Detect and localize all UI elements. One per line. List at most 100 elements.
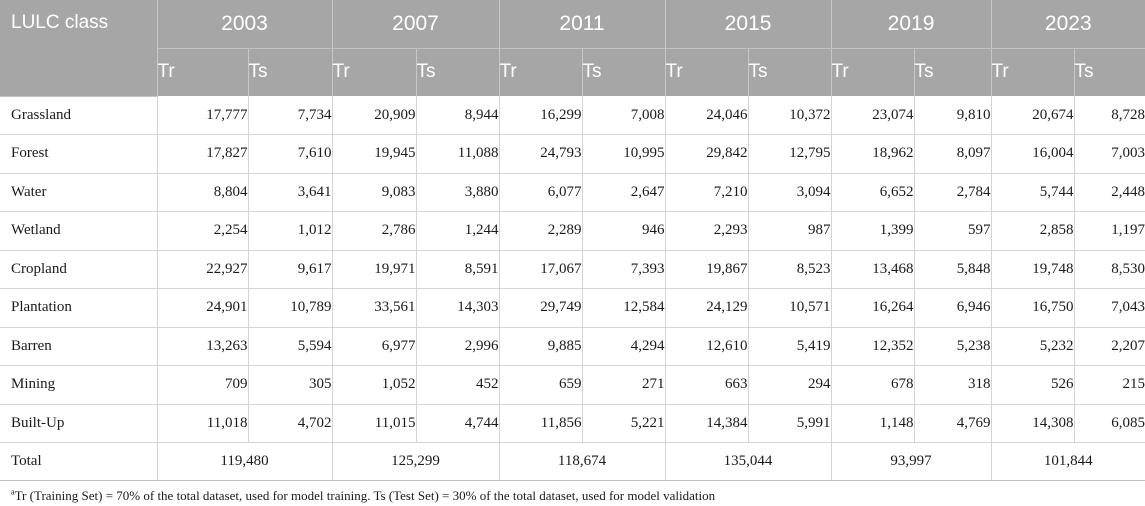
ts-header: Ts [582,48,666,96]
ts-value-cell: 6,085 [1074,404,1145,443]
ts-value-cell: 8,530 [1074,250,1145,289]
tr-value-cell: 16,299 [499,96,583,135]
ts-value-cell: 7,003 [1074,134,1145,174]
ts-value-cell: 4,744 [416,404,500,443]
tr-value-cell: 659 [499,365,583,405]
ts-value-cell: 7,610 [248,134,333,174]
tr-value-cell: 663 [665,365,749,405]
ts-value-cell: 5,991 [748,404,832,443]
ts-value-cell: 8,944 [416,96,500,135]
lulc-class-cell: Grassland [0,96,158,135]
tr-header: Tr [157,48,249,96]
ts-header: Ts [416,48,500,96]
total-label: Total [0,442,158,481]
ts-value-cell: 9,617 [248,250,333,289]
ts-header: Ts [748,48,832,96]
footnote: aTr (Training Set) = 70% of the total da… [11,488,715,504]
lulc-sample-table: LULC class 2003 2007 2011 2015 2019 2023… [0,0,1145,481]
ts-value-cell: 8,591 [416,250,500,289]
ts-value-cell: 2,647 [582,173,666,212]
year-header-2003: 2003 [157,0,333,49]
ts-value-cell: 452 [416,365,500,405]
table-row: Mining 709 305 1,052 452 659 271 663 294 678 318 52… [0,365,1145,405]
tr-value-cell: 2,254 [157,211,249,251]
tr-value-cell: 24,793 [499,134,583,174]
ts-value-cell: 7,734 [248,96,333,135]
tr-value-cell: 6,077 [499,173,583,212]
ts-value-cell: 4,702 [248,404,333,443]
ts-value-cell: 1,012 [248,211,333,251]
tr-value-cell: 2,289 [499,211,583,251]
ts-value-cell: 5,238 [914,327,992,366]
tr-value-cell: 16,750 [991,288,1075,328]
tr-value-cell: 19,971 [332,250,417,289]
ts-value-cell: 2,207 [1074,327,1145,366]
tr-value-cell: 19,867 [665,250,749,289]
tr-value-cell: 6,652 [831,173,915,212]
lulc-class-header: LULC class [0,0,158,97]
tr-value-cell: 20,674 [991,96,1075,135]
total-cell: 135,044 [665,442,832,481]
tr-value-cell: 5,744 [991,173,1075,212]
tr-value-cell: 17,067 [499,250,583,289]
ts-value-cell: 215 [1074,365,1145,405]
tr-value-cell: 2,786 [332,211,417,251]
ts-header: Ts [914,48,992,96]
lulc-class-cell: Built-Up [0,404,158,443]
ts-value-cell: 12,584 [582,288,666,328]
lulc-class-cell: Barren [0,327,158,366]
tr-value-cell: 2,293 [665,211,749,251]
tr-value-cell: 33,561 [332,288,417,328]
ts-value-cell: 987 [748,211,832,251]
ts-value-cell: 1,197 [1074,211,1145,251]
total-cell: 118,674 [499,442,666,481]
table-row: Plantation 24,901 10,789 33,561 14,303 29,749… [0,288,1145,328]
tr-value-cell: 11,015 [332,404,417,443]
tr-value-cell: 14,384 [665,404,749,443]
ts-value-cell: 4,769 [914,404,992,443]
ts-value-cell: 2,448 [1074,173,1145,212]
tr-header: Tr [499,48,583,96]
total-row: Total 119,480 125,299 118,674 135,044 93… [0,442,1145,481]
tr-value-cell: 13,468 [831,250,915,289]
tr-value-cell: 9,083 [332,173,417,212]
table-row: Wetland 2,254 1,012 2,786 1,244 2,289 946 2,293… [0,211,1145,251]
tr-value-cell: 16,004 [991,134,1075,174]
ts-value-cell: 2,784 [914,173,992,212]
tr-value-cell: 29,842 [665,134,749,174]
ts-header: Ts [248,48,333,96]
tr-value-cell: 23,074 [831,96,915,135]
tr-value-cell: 1,052 [332,365,417,405]
tr-value-cell: 709 [157,365,249,405]
table-row: Built-Up 11,018 4,702 11,015 4,744 11,856 5,22… [0,404,1145,443]
lulc-class-cell: Plantation [0,288,158,328]
year-header-2007: 2007 [332,0,500,49]
tr-value-cell: 17,777 [157,96,249,135]
year-header-2023: 2023 [991,0,1145,49]
tr-value-cell: 1,148 [831,404,915,443]
ts-value-cell: 8,728 [1074,96,1145,135]
tr-value-cell: 2,858 [991,211,1075,251]
lulc-class-cell: Water [0,173,158,212]
tr-value-cell: 24,046 [665,96,749,135]
table-row: Barren 13,263 5,594 6,977 2,996 9,885 4,294 12,… [0,327,1145,366]
ts-value-cell: 10,789 [248,288,333,328]
tr-value-cell: 18,962 [831,134,915,174]
ts-value-cell: 10,372 [748,96,832,135]
tr-value-cell: 1,399 [831,211,915,251]
year-header-2019: 2019 [831,0,992,49]
ts-value-cell: 10,571 [748,288,832,328]
tr-value-cell: 19,945 [332,134,417,174]
tr-value-cell: 11,856 [499,404,583,443]
total-cell: 93,997 [831,442,992,481]
ts-value-cell: 3,880 [416,173,500,212]
tr-value-cell: 16,264 [831,288,915,328]
table-row: Water 8,804 3,641 9,083 3,880 6,077 2,647 7,210… [0,173,1145,212]
tr-value-cell: 526 [991,365,1075,405]
lulc-class-cell: Forest [0,134,158,174]
year-header-2011: 2011 [499,0,666,49]
tr-value-cell: 24,129 [665,288,749,328]
ts-value-cell: 4,294 [582,327,666,366]
ts-value-cell: 8,097 [914,134,992,174]
table-body: Grassland 17,777 7,734 20,909 8,944 16,299 7,0… [0,96,1145,481]
